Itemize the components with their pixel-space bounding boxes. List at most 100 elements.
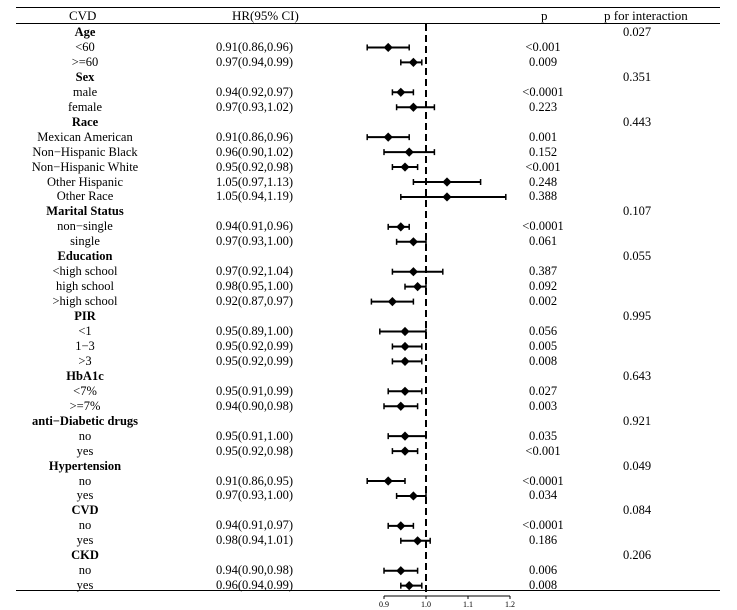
- p-value: 0.005: [528, 338, 558, 353]
- p-value: 0.061: [528, 234, 558, 249]
- p-interaction-value: 0.206: [623, 548, 652, 563]
- hr-ci-text: 0.95(0.91,0.99): [216, 383, 294, 398]
- p-value: 0.008: [528, 578, 558, 593]
- header-p-interaction: p for interaction: [604, 8, 688, 23]
- hr-ci-text: 0.95(0.92,0.99): [216, 353, 294, 368]
- group-label: Race: [71, 114, 99, 129]
- subgroup-label: yes: [76, 488, 94, 503]
- p-value: 0.003: [528, 398, 558, 413]
- group-label: HbA1c: [66, 368, 104, 383]
- subgroup-label: >=7%: [69, 398, 101, 413]
- p-interaction-value: 0.084: [623, 503, 652, 518]
- subgroup-label: no: [78, 518, 92, 533]
- p-value: 0.002: [528, 294, 558, 309]
- subgroup-label: Non−Hispanic White: [31, 159, 139, 174]
- hr-point: [442, 177, 452, 187]
- group-label: Sex: [75, 69, 95, 84]
- header-subgroup: CVD: [69, 8, 97, 23]
- x-tick-label: 1.0: [421, 600, 431, 609]
- p-value: 0.034: [528, 488, 558, 503]
- hr-point: [383, 476, 393, 486]
- hr-point: [400, 431, 410, 441]
- hr-ci-text: 0.98(0.94,1.01): [216, 533, 294, 548]
- p-interaction-value: 0.995: [623, 309, 652, 324]
- subgroup-label: female: [67, 99, 103, 114]
- hr-point: [400, 446, 410, 456]
- hr-ci-text: 0.91(0.86,0.96): [216, 129, 294, 144]
- hr-ci-text: 0.94(0.91,0.97): [216, 518, 294, 533]
- x-tick-label: 1.1: [463, 600, 473, 609]
- x-tick-label: 1.2: [505, 600, 515, 609]
- p-value: <0.001: [525, 39, 561, 54]
- header-rule: [16, 23, 720, 24]
- subgroup-label: single: [70, 234, 100, 249]
- bottom-rule: [16, 590, 720, 591]
- subgroup-label: 1−3: [75, 338, 95, 353]
- subgroup-label: yes: [76, 533, 94, 548]
- p-value: 0.009: [528, 54, 558, 69]
- hr-point: [383, 132, 393, 142]
- p-interaction-value: 0.351: [623, 69, 652, 84]
- subgroup-label: Other Hispanic: [46, 174, 124, 189]
- group-label: CKD: [71, 548, 99, 563]
- subgroup-label: yes: [76, 443, 94, 458]
- hr-ci-text: 0.94(0.92,0.97): [216, 84, 294, 99]
- hr-ci-text: 0.95(0.92,0.98): [216, 159, 294, 174]
- x-tick-label: 0.9: [379, 600, 389, 609]
- hr-ci-text: 0.91(0.86,0.96): [216, 39, 294, 54]
- hr-point: [413, 282, 423, 292]
- p-interaction-value: 0.443: [623, 114, 652, 129]
- p-value: 0.056: [528, 324, 558, 338]
- p-value: 0.027: [528, 383, 558, 398]
- hr-point: [408, 491, 418, 501]
- hr-ci-text: 0.91(0.86,0.95): [216, 473, 294, 488]
- subgroup-label: no: [78, 473, 92, 488]
- hr-ci-text: 0.97(0.92,1.04): [216, 264, 294, 279]
- p-value: 0.248: [528, 174, 558, 189]
- subgroup-label: Mexican American: [37, 129, 133, 144]
- hr-point: [383, 42, 393, 53]
- p-interaction-value: 0.049: [623, 458, 652, 473]
- p-value: <0.001: [525, 443, 561, 458]
- p-value: 0.387: [528, 264, 558, 279]
- hr-point: [396, 401, 406, 411]
- subgroup-label: <1: [78, 324, 92, 338]
- hr-ci-text: 0.97(0.94,0.99): [216, 54, 294, 69]
- p-value: 0.223: [528, 99, 558, 114]
- hr-ci-text: 1.05(0.94,1.19): [216, 189, 294, 204]
- subgroup-label: yes: [76, 578, 94, 593]
- group-label: Hypertension: [48, 458, 122, 473]
- hr-point: [442, 192, 452, 202]
- group-label: anti−Diabetic drugs: [31, 413, 139, 428]
- p-value: <0.0001: [522, 518, 564, 533]
- header-hr-ci: HR(95% CI): [232, 8, 299, 23]
- group-label: Marital Status: [46, 204, 124, 219]
- subgroup-label: male: [72, 84, 98, 99]
- hr-point: [400, 386, 410, 396]
- hr-ci-text: 0.95(0.92,0.98): [216, 443, 294, 458]
- hr-ci-text: 0.96(0.90,1.02): [216, 144, 294, 159]
- group-label: Education: [57, 249, 113, 264]
- hr-ci-text: 0.97(0.93,1.00): [216, 234, 294, 249]
- hr-ci-text: 0.97(0.93,1.00): [216, 488, 294, 503]
- p-value: 0.186: [528, 533, 558, 548]
- hr-ci-text: 0.95(0.89,1.00): [216, 324, 294, 338]
- hr-point: [400, 326, 410, 337]
- group-label: CVD: [71, 503, 99, 518]
- p-value: <0.0001: [522, 473, 564, 488]
- hr-ci-text: 0.98(0.95,1.00): [216, 279, 294, 294]
- hr-point: [408, 267, 418, 277]
- p-interaction-value: 0.107: [623, 204, 652, 219]
- p-value: 0.001: [528, 129, 558, 144]
- subgroup-label: no: [78, 563, 92, 578]
- hr-ci-text: 0.94(0.90,0.98): [216, 563, 294, 578]
- subgroup-label: <7%: [73, 383, 97, 398]
- hr-point: [396, 87, 406, 97]
- subgroup-label: high school: [56, 279, 114, 294]
- hr-point: [396, 521, 406, 531]
- subgroup-label: >3: [78, 353, 92, 368]
- group-label: PIR: [74, 309, 96, 324]
- subgroup-label: <60: [75, 39, 95, 54]
